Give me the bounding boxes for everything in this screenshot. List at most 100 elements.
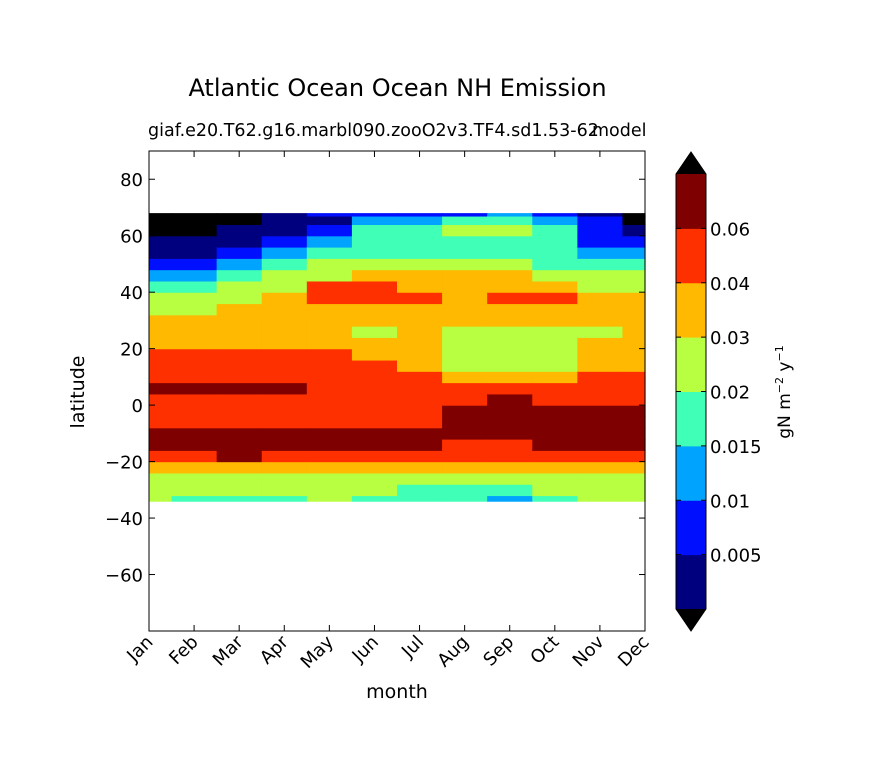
- heatmap-cell: [306, 326, 353, 338]
- heatmap-cell: [261, 472, 308, 485]
- heatmap-cell: [442, 337, 488, 350]
- heatmap-cell: [171, 280, 218, 293]
- heatmap-cell: [487, 382, 533, 395]
- colorbar-label-unit-b: y: [774, 361, 795, 377]
- heatmap-cell: [171, 472, 218, 485]
- heatmap-cell: [216, 269, 263, 282]
- heatmap-cell: [261, 292, 308, 305]
- heatmap-cell: [442, 213, 488, 217]
- heatmap-cell: [532, 326, 578, 338]
- colorbar-segment: [676, 391, 706, 447]
- heatmap-cell: [351, 450, 398, 463]
- heatmap-cell: [171, 213, 218, 217]
- heatmap-cell: [577, 461, 624, 474]
- heatmap-cell: [532, 416, 578, 429]
- heatmap-cell: [442, 314, 488, 327]
- x-tick-label: Apr: [256, 631, 293, 668]
- heatmap-cell: [622, 292, 646, 305]
- chart-subtitle-case: giaf.e20.T62.g16.marbl090.zooO2v3.TF4.sd…: [148, 121, 599, 141]
- heatmap-cell: [149, 371, 173, 384]
- heatmap-cell: [149, 314, 173, 327]
- heatmap-cell: [149, 247, 173, 259]
- heatmap-cell: [442, 258, 488, 271]
- heatmap-cell: [216, 484, 263, 497]
- heatmap-cell: [216, 235, 263, 248]
- heatmap-cell: [171, 484, 218, 497]
- heatmap-cell: [306, 247, 353, 259]
- heatmap-cell: [487, 371, 533, 384]
- heatmap-cell: [306, 303, 353, 316]
- y-tick-label: −60: [105, 566, 143, 587]
- heatmap-cell: [442, 269, 488, 282]
- heatmap-cell: [351, 472, 398, 485]
- heatmap-cell: [216, 461, 263, 474]
- heatmap-cell: [149, 405, 173, 418]
- heatmap-cell: [306, 215, 353, 226]
- heatmap-cell: [487, 314, 533, 327]
- heatmap-cell: [622, 359, 646, 372]
- heatmap-cell: [216, 215, 263, 226]
- heatmap-cell: [351, 326, 398, 338]
- heatmap-cell: [171, 215, 218, 226]
- colorbar-tick-label: 0.01: [710, 491, 750, 512]
- heatmap-cell: [532, 337, 578, 350]
- heatmap-cell: [622, 439, 646, 451]
- heatmap-cell: [532, 439, 578, 451]
- heatmap-cell: [397, 269, 443, 282]
- heatmap-cell: [577, 416, 624, 429]
- heatmap-cell: [261, 224, 308, 237]
- heatmap-cell: [149, 269, 173, 282]
- heatmap-cell: [149, 303, 173, 316]
- heatmap-cell: [261, 393, 308, 406]
- heatmap-cell: [487, 359, 533, 372]
- colorbar-label-unit-a: gN m: [774, 393, 795, 439]
- heatmap-cell: [442, 439, 488, 451]
- heatmap-cell: [149, 280, 173, 293]
- heatmap-cell: [261, 416, 308, 429]
- heatmap-cell: [397, 215, 443, 226]
- heatmap-cell: [487, 247, 533, 259]
- colorbar-label-exp-b: −1: [773, 345, 787, 362]
- heatmap-cell: [306, 213, 353, 217]
- x-tick-label: Dec: [614, 632, 653, 671]
- heatmap-cell: [487, 495, 533, 502]
- heatmap-cell: [351, 348, 398, 361]
- heatmap-cell: [532, 314, 578, 327]
- heatmap-cell: [622, 235, 646, 248]
- heatmap-cell: [577, 326, 624, 338]
- colorbar-extend-bottom: [676, 609, 706, 631]
- heatmap-cell: [532, 258, 578, 271]
- heatmap-cell: [487, 439, 533, 451]
- heatmap-cell: [397, 405, 443, 418]
- heatmap-cell: [397, 393, 443, 406]
- heatmap-cell: [149, 258, 173, 271]
- heatmap-cell: [487, 280, 533, 293]
- heatmap-cell: [306, 371, 353, 384]
- heatmap-cell: [532, 472, 578, 485]
- heatmap-cell: [149, 292, 173, 305]
- colorbar-segment: [676, 445, 706, 501]
- heatmap-cell: [532, 247, 578, 259]
- heatmap-cell: [216, 405, 263, 418]
- heatmap-cell: [397, 280, 443, 293]
- heatmap-cell: [442, 292, 488, 305]
- y-tick-label: 80: [120, 170, 143, 191]
- heatmap-cell: [261, 247, 308, 259]
- heatmap-cell: [487, 269, 533, 282]
- heatmap-cell: [397, 303, 443, 316]
- heatmap-cell: [149, 235, 173, 248]
- heatmap-cell: [261, 405, 308, 418]
- colorbar-segment: [676, 554, 706, 610]
- heatmap-cell: [532, 224, 578, 237]
- y-tick-label: 0: [132, 396, 143, 417]
- heatmap-cell: [171, 247, 218, 259]
- heatmap-cell: [577, 224, 624, 237]
- heatmap-cell: [171, 235, 218, 248]
- heatmap-cell: [171, 314, 218, 327]
- heatmap-cell: [171, 292, 218, 305]
- heatmap-cell: [532, 359, 578, 372]
- heatmap-cell: [351, 393, 398, 406]
- heatmap-cell: [397, 224, 443, 237]
- x-tick-label: Jul: [397, 632, 428, 663]
